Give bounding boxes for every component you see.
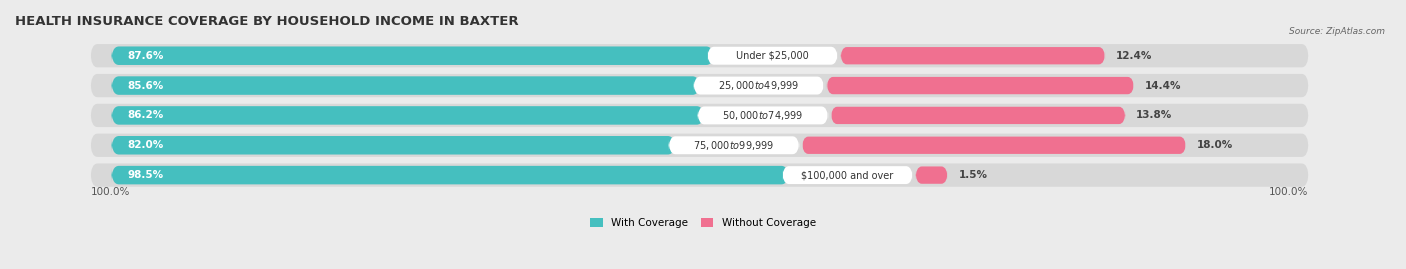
Text: 82.0%: 82.0%: [128, 140, 165, 150]
FancyBboxPatch shape: [111, 106, 704, 125]
Text: 100.0%: 100.0%: [1270, 187, 1309, 197]
FancyBboxPatch shape: [90, 104, 1309, 127]
FancyBboxPatch shape: [801, 137, 1187, 154]
FancyBboxPatch shape: [90, 44, 1309, 67]
FancyBboxPatch shape: [90, 134, 1309, 157]
Text: $100,000 and over: $100,000 and over: [801, 170, 894, 180]
FancyBboxPatch shape: [111, 166, 789, 184]
FancyBboxPatch shape: [111, 47, 714, 65]
FancyBboxPatch shape: [782, 166, 912, 184]
Text: 1.5%: 1.5%: [959, 170, 987, 180]
FancyBboxPatch shape: [841, 47, 1105, 64]
FancyBboxPatch shape: [915, 167, 948, 184]
FancyBboxPatch shape: [90, 74, 1309, 97]
Text: 12.4%: 12.4%: [1116, 51, 1153, 61]
Text: 98.5%: 98.5%: [128, 170, 165, 180]
Text: Under $25,000: Under $25,000: [737, 51, 808, 61]
FancyBboxPatch shape: [111, 76, 700, 95]
Text: 100.0%: 100.0%: [90, 187, 131, 197]
FancyBboxPatch shape: [697, 107, 828, 124]
Text: 13.8%: 13.8%: [1136, 110, 1173, 121]
Text: 18.0%: 18.0%: [1197, 140, 1233, 150]
Text: HEALTH INSURANCE COVERAGE BY HOUSEHOLD INCOME IN BAXTER: HEALTH INSURANCE COVERAGE BY HOUSEHOLD I…: [15, 15, 519, 28]
Text: $50,000 to $74,999: $50,000 to $74,999: [723, 109, 803, 122]
FancyBboxPatch shape: [669, 136, 800, 154]
Legend: With Coverage, Without Coverage: With Coverage, Without Coverage: [591, 218, 815, 228]
Text: Source: ZipAtlas.com: Source: ZipAtlas.com: [1289, 27, 1385, 36]
Text: 14.4%: 14.4%: [1144, 81, 1181, 91]
Text: 86.2%: 86.2%: [128, 110, 165, 121]
FancyBboxPatch shape: [831, 107, 1125, 124]
Text: 87.6%: 87.6%: [128, 51, 165, 61]
FancyBboxPatch shape: [693, 77, 824, 94]
FancyBboxPatch shape: [90, 164, 1309, 187]
FancyBboxPatch shape: [707, 47, 838, 65]
FancyBboxPatch shape: [827, 77, 1135, 94]
Text: $25,000 to $49,999: $25,000 to $49,999: [718, 79, 800, 92]
Text: 85.6%: 85.6%: [128, 81, 165, 91]
FancyBboxPatch shape: [111, 136, 675, 154]
Text: $75,000 to $99,999: $75,000 to $99,999: [693, 139, 775, 152]
